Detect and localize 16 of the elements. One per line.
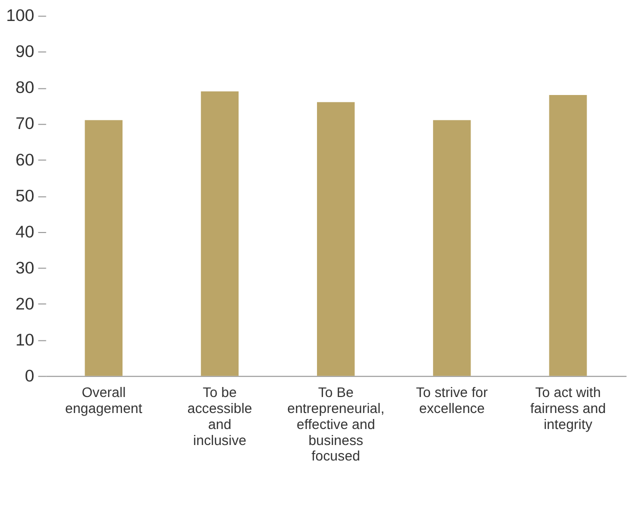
x-tick-label: To act with fairness and integrity	[530, 384, 606, 432]
x-tick-label: To Be entrepreneurial, effective and business focused	[287, 384, 384, 464]
y-tick-label: 80	[15, 78, 34, 98]
x-tick-label: Overall engagement	[65, 384, 142, 416]
y-tick-label: 30	[15, 258, 34, 278]
x-tick-label: To be accessible and inclusive	[187, 384, 252, 448]
y-tick-label: 50	[15, 186, 34, 206]
y-tick-label: 60	[15, 150, 34, 170]
x-tick-label: To strive for excellence	[416, 384, 488, 416]
y-tick-label: 0	[24, 366, 34, 386]
y-tick-label: 100	[6, 6, 34, 26]
y-tick-label: 40	[15, 222, 34, 242]
y-tick-label: 90	[15, 42, 34, 62]
y-tick-label: 20	[15, 294, 34, 314]
y-tick-label: 70	[15, 114, 34, 134]
y-tick-label: 10	[15, 330, 34, 350]
